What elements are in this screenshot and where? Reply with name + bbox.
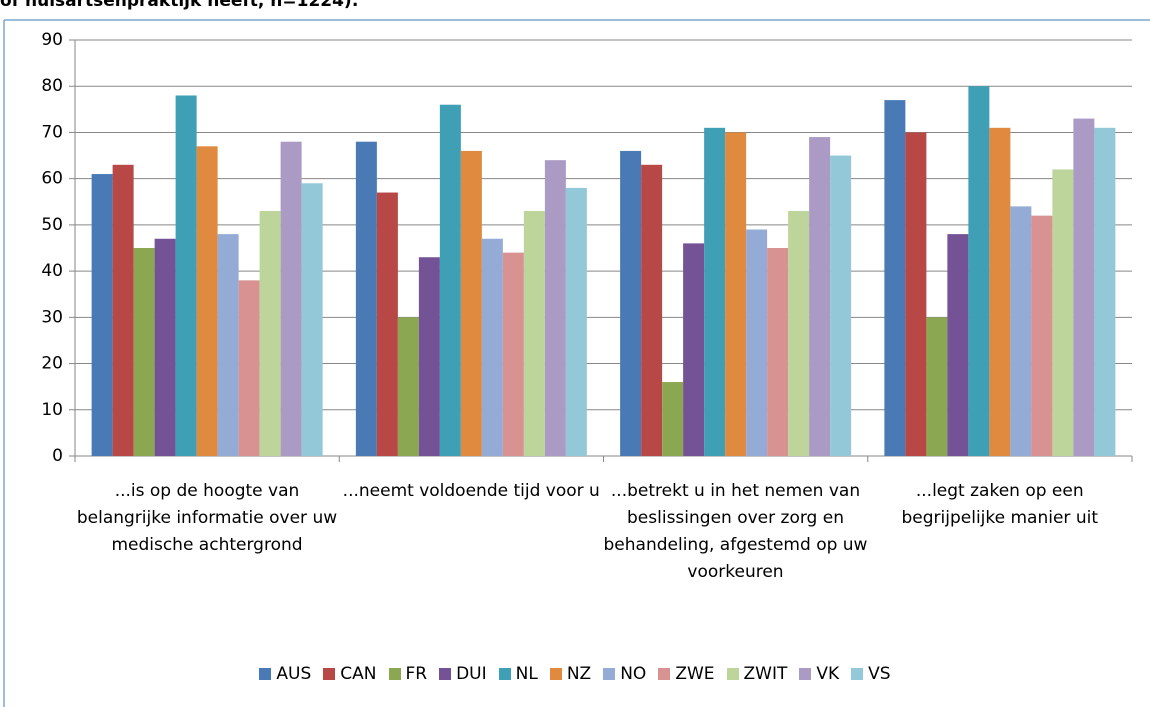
legend: AUS CAN FR DUI NL NZ NO ZWE ZWIT VK VS	[0, 664, 1150, 684]
bar	[830, 155, 852, 457]
legend-swatch	[323, 668, 336, 680]
legend-swatch	[799, 668, 812, 680]
x-tick-label: ...legt zaken op een begrijpelijke manie…	[901, 481, 1099, 528]
legend-label: NO	[620, 664, 647, 684]
legend-swatch	[851, 668, 864, 680]
y-tick-label: 80	[41, 76, 63, 96]
legend-label: ZWIT	[743, 664, 788, 684]
bar	[376, 192, 398, 457]
y-tick-label: 10	[41, 400, 63, 420]
bar	[884, 100, 906, 456]
bar	[1031, 215, 1053, 456]
bar	[989, 127, 1011, 457]
y-tick-label: 30	[41, 307, 63, 327]
x-tick-label: ...neemt voldoende tijd voor u	[342, 481, 600, 501]
bar	[767, 248, 789, 456]
legend-label: VS	[868, 664, 891, 684]
legend-label: AUS	[276, 664, 312, 684]
bar	[926, 317, 948, 456]
bar	[1010, 206, 1032, 456]
legend-item: AUS	[259, 664, 311, 684]
legend-item: NZ	[549, 664, 592, 684]
legend-swatch	[259, 668, 272, 680]
legend-swatch	[603, 668, 616, 680]
y-tick-label: 20	[41, 354, 63, 374]
legend-label: CAN	[340, 664, 377, 684]
legend-swatch	[658, 668, 671, 680]
bar	[968, 86, 990, 456]
bar	[683, 243, 705, 456]
bar	[947, 234, 969, 456]
legend-item: ZWIT	[726, 664, 788, 684]
bar	[565, 187, 587, 456]
bar	[154, 238, 176, 456]
bar	[502, 252, 524, 456]
y-tick-label: 60	[41, 169, 63, 189]
legend-label: FR	[405, 664, 428, 684]
bar	[641, 164, 663, 457]
legend-label: NL	[515, 664, 538, 684]
legend-label: NZ	[566, 664, 592, 684]
legend-item: VK	[799, 664, 839, 684]
y-tick-label: 50	[41, 215, 63, 235]
legend-item: NO	[603, 664, 646, 684]
bar	[259, 211, 281, 456]
legend-swatch	[439, 668, 452, 680]
y-tick-label: 90	[41, 30, 63, 50]
bar	[809, 137, 831, 457]
bar	[217, 234, 239, 456]
legend-swatch	[388, 668, 401, 680]
bar	[788, 211, 810, 456]
legend-item: FR	[388, 664, 428, 684]
bar	[133, 248, 155, 456]
bar	[1073, 118, 1095, 457]
bar	[662, 382, 684, 456]
bar	[523, 211, 545, 456]
bar	[544, 160, 566, 456]
x-tick-label: ...betrekt u in het nemen van beslissing…	[603, 481, 868, 582]
bar	[91, 174, 113, 457]
legend-swatch	[498, 668, 511, 680]
legend-label: VK	[816, 664, 840, 684]
bar	[704, 127, 726, 457]
bar	[905, 132, 927, 456]
legend-swatch	[726, 668, 739, 680]
bar	[238, 280, 260, 456]
legend-item: VS	[851, 664, 891, 684]
bar	[1094, 127, 1116, 457]
legend-label: ZWE	[675, 664, 715, 684]
bar	[175, 95, 197, 456]
legend-item: ZWE	[658, 664, 715, 684]
bar	[1052, 169, 1074, 456]
bar	[439, 104, 461, 456]
bar	[460, 150, 482, 456]
legend-item: CAN	[323, 664, 377, 684]
bar	[725, 132, 747, 456]
bar	[112, 164, 134, 457]
y-tick-label: 0	[52, 446, 63, 466]
legend-swatch	[549, 668, 562, 680]
x-tick-label: ...is op de hoogte van belangrijke infor…	[76, 481, 338, 555]
y-tick-label: 40	[41, 261, 63, 281]
bar	[301, 183, 323, 457]
legend-label: DUI	[456, 664, 487, 684]
bar	[620, 150, 642, 456]
bar	[418, 257, 440, 456]
legend-item: DUI	[439, 664, 487, 684]
bar	[280, 141, 302, 456]
chart-title: of huisartsenpraktijk heeft, n=1224):	[0, 0, 359, 11]
bar	[355, 141, 377, 456]
y-tick-label: 70	[41, 122, 63, 142]
bar	[746, 229, 768, 456]
bar	[196, 146, 218, 457]
legend-item: NL	[498, 664, 538, 684]
bar	[397, 317, 419, 456]
bar	[481, 238, 503, 456]
